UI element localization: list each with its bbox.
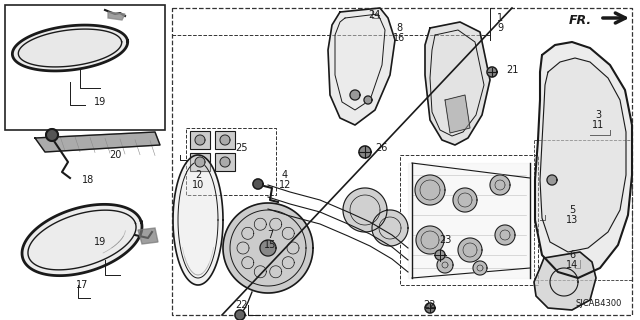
Polygon shape [364, 96, 372, 104]
Polygon shape [416, 226, 444, 254]
Polygon shape [19, 29, 122, 67]
Polygon shape [534, 252, 596, 310]
Text: SJCAB4300: SJCAB4300 [575, 299, 622, 308]
Text: 22: 22 [424, 300, 436, 310]
Text: 7: 7 [267, 230, 273, 240]
Polygon shape [453, 188, 477, 212]
Text: 2: 2 [195, 170, 201, 180]
Polygon shape [372, 210, 408, 246]
Bar [5, 5, 165, 130]
Text: 25: 25 [236, 143, 248, 153]
Text: 4: 4 [282, 170, 288, 180]
Text: 13: 13 [566, 215, 578, 225]
Polygon shape [408, 163, 530, 278]
Text: 1: 1 [497, 13, 503, 23]
Text: 24: 24 [368, 10, 380, 20]
Polygon shape [235, 310, 245, 320]
Polygon shape [46, 129, 58, 141]
Polygon shape [547, 175, 557, 185]
Text: 3: 3 [595, 110, 601, 120]
Polygon shape [108, 12, 125, 20]
Polygon shape [534, 252, 596, 310]
Text: 9: 9 [497, 23, 503, 33]
Polygon shape [445, 95, 470, 133]
Polygon shape [415, 175, 445, 205]
Polygon shape [487, 67, 497, 77]
Text: 17: 17 [76, 280, 88, 290]
Text: 20: 20 [109, 150, 121, 160]
Polygon shape [22, 204, 142, 276]
Polygon shape [220, 135, 230, 145]
Bar [215, 153, 235, 171]
Polygon shape [435, 250, 445, 260]
Polygon shape [223, 203, 313, 293]
Text: 18: 18 [82, 175, 94, 185]
Text: 12: 12 [279, 180, 291, 190]
Bar [215, 131, 235, 149]
Text: 10: 10 [192, 180, 204, 190]
Text: 16: 16 [393, 33, 405, 43]
Text: 6: 6 [569, 250, 575, 260]
Text: FR.: FR. [568, 13, 591, 27]
Bar [190, 153, 210, 171]
Polygon shape [12, 25, 127, 71]
Polygon shape [490, 175, 510, 195]
Polygon shape [425, 303, 435, 313]
Text: 8: 8 [396, 23, 402, 33]
Polygon shape [350, 90, 360, 100]
Polygon shape [220, 157, 230, 167]
Text: 11: 11 [592, 120, 604, 130]
Polygon shape [195, 135, 205, 145]
Polygon shape [437, 257, 453, 273]
Polygon shape [260, 240, 276, 256]
Polygon shape [425, 22, 490, 145]
Text: 15: 15 [264, 240, 276, 250]
Polygon shape [195, 157, 205, 167]
Polygon shape [343, 188, 387, 232]
Polygon shape [535, 42, 632, 278]
Text: 26: 26 [375, 143, 387, 153]
Polygon shape [540, 58, 626, 252]
Text: 19: 19 [94, 237, 106, 247]
Text: 23: 23 [439, 235, 451, 245]
Polygon shape [138, 228, 158, 244]
Text: 19: 19 [94, 97, 106, 107]
Bar [190, 131, 210, 149]
Text: 22: 22 [236, 300, 248, 310]
Polygon shape [495, 225, 515, 245]
Polygon shape [253, 179, 263, 189]
Text: 14: 14 [566, 260, 578, 270]
Text: 21: 21 [506, 65, 518, 75]
Polygon shape [473, 261, 487, 275]
Polygon shape [35, 132, 160, 152]
Polygon shape [458, 238, 482, 262]
Text: 5: 5 [569, 205, 575, 215]
Polygon shape [173, 155, 223, 285]
Polygon shape [328, 8, 395, 125]
Polygon shape [359, 146, 371, 158]
